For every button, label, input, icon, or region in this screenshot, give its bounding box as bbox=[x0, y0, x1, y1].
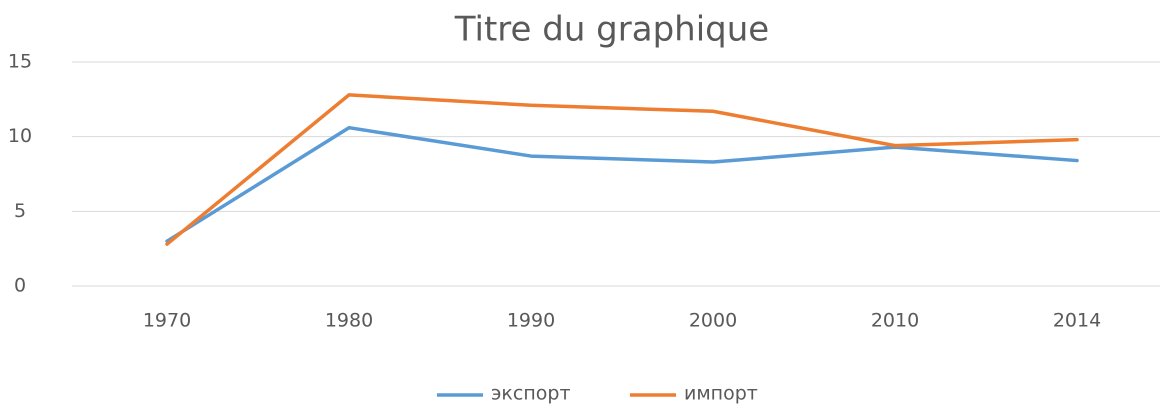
y-tick-label: 15 bbox=[8, 51, 32, 73]
x-tick-label: 2014 bbox=[1053, 310, 1101, 332]
y-tick-label: 5 bbox=[14, 200, 26, 222]
line-series bbox=[165, 93, 1079, 246]
x-tick-label: 2010 bbox=[871, 310, 919, 332]
chart-title: Titre du graphique bbox=[454, 10, 769, 50]
y-tick-label: 0 bbox=[14, 275, 26, 297]
x-tick-label: 1980 bbox=[325, 310, 373, 332]
legend-label: экспорт bbox=[491, 383, 571, 405]
y-tick-label: 10 bbox=[8, 125, 32, 147]
x-tick-label: 1990 bbox=[507, 310, 555, 332]
x-tick-label: 2000 bbox=[689, 310, 737, 332]
x-tick-label: 1970 bbox=[143, 310, 191, 332]
line-series bbox=[165, 125, 1079, 243]
legend-label: импорт bbox=[684, 383, 758, 405]
